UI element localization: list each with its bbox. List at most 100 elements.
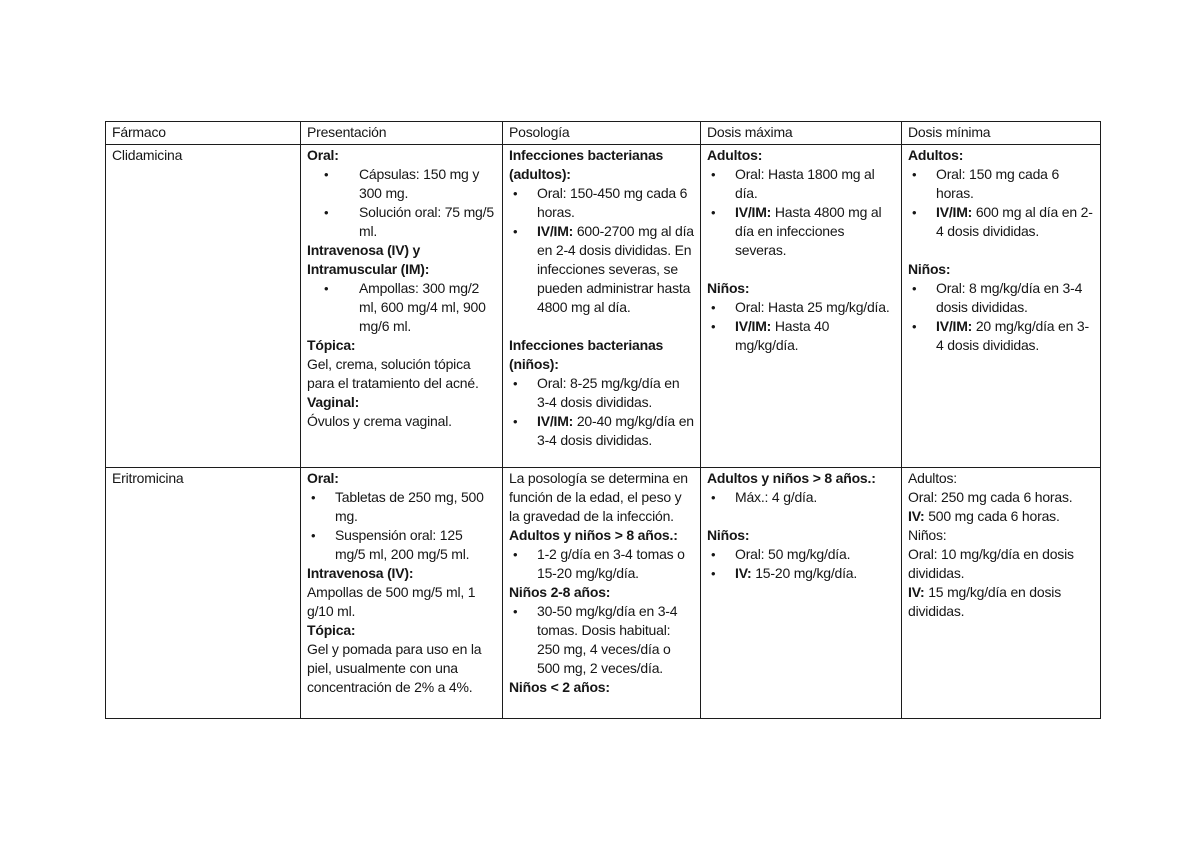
bullet-icon: • <box>711 547 716 562</box>
bullet-item: • Suspensión oral: 125 mg/5 ml, 200 mg/5 … <box>307 526 496 564</box>
text-run: Adultos: <box>908 147 964 163</box>
cell-presentacion: Oral: • Tabletas de 250 mg, 500 mg. • Suspen… <box>300 467 503 719</box>
bullet-item: • IV/IM: 600 mg al día en 2-4 dosis divid… <box>908 203 1094 241</box>
paragraph: Niños < 2 años: <box>509 678 694 697</box>
bullet-icon: • <box>513 604 518 619</box>
text-run: Tópica: <box>307 337 356 353</box>
text-run: Intravenosa (IV) y Intramuscular (IM): <box>307 242 430 277</box>
paragraph: La posología se determina en función de … <box>509 469 694 526</box>
bullet-icon: • <box>513 186 518 201</box>
bullet-text: IV/IM: 600-2700 mg al día en 2-4 dosis d… <box>537 222 694 317</box>
bullet-text: IV: 15-20 mg/kg/día. <box>735 564 895 583</box>
paragraph: IV: 500 mg cada 6 horas. <box>908 507 1094 526</box>
text-run: 30-50 mg/kg/día en 3-4 tomas. Dosis habi… <box>537 603 678 676</box>
bullet-item: • Máx.: 4 g/día. <box>707 488 895 507</box>
text-run: Hasta 40 mg/kg/día. <box>735 318 830 353</box>
bullet-icon: • <box>711 566 716 581</box>
bullet-text: Oral: 150-450 mg cada 6 horas. <box>537 184 694 222</box>
column-header-posologia: Posología <box>502 121 701 145</box>
paragraph: Oral: 250 mg cada 6 horas. <box>908 488 1094 507</box>
bullet-text: Ampollas: 300 mg/2 ml, 600 mg/4 ml, 900 … <box>359 279 496 336</box>
bullet-icon: • <box>324 281 329 296</box>
text-run: Solución oral: 75 mg/5 ml. <box>359 204 494 239</box>
column-header-presentacion: Presentación <box>300 121 503 145</box>
blank-line <box>707 260 895 279</box>
bullet-text: Oral: 50 mg/kg/día. <box>735 545 895 564</box>
bullet-item: • 1-2 g/día en 3-4 tomas o 15-20 mg/kg/dí… <box>509 545 694 583</box>
text-run: 600 mg al día en 2-4 dosis divididas. <box>936 204 1093 239</box>
bullet-item: • Oral: 150 mg cada 6 horas. <box>908 165 1094 203</box>
text-run: Tópica: <box>307 622 356 638</box>
bullet-item: • Oral: 50 mg/kg/día. <box>707 545 895 564</box>
paragraph: Infecciones bacterianas (adultos): <box>509 146 694 184</box>
text-run: IV/IM: <box>735 318 772 334</box>
bullet-text: 30-50 mg/kg/día en 3-4 tomas. Dosis habi… <box>537 602 694 678</box>
cell-dosis-maxima: Adultos: • Oral: Hasta 1800 mg al día. • IV/… <box>700 144 902 468</box>
paragraph: Niños 2-8 años: <box>509 583 694 602</box>
text-run: 500 mg cada 6 horas. <box>924 508 1060 524</box>
bullet-item: • IV/IM: 20-40 mg/kg/día en 3-4 dosis div… <box>509 412 694 450</box>
bullet-text: Oral: 8 mg/kg/día en 3-4 dosis divididas… <box>936 279 1094 317</box>
bullet-icon: • <box>311 528 316 543</box>
cell-posologia: Infecciones bacterianas (adultos): • Oral:… <box>502 144 701 468</box>
text-run: Niños: <box>908 261 951 277</box>
cell-farmaco: Clidamicina <box>105 144 301 468</box>
text-run: Oral: 150 mg cada 6 horas. <box>936 166 1060 201</box>
text-run: Adultos y niños > 8 años.: <box>509 527 678 543</box>
text-run: Ampollas de 500 mg/5 ml, 1 g/10 ml. <box>307 584 476 619</box>
bullet-icon: • <box>711 490 716 505</box>
text-run: Oral: 10 mg/kg/día en dosis divididas. <box>908 546 1074 581</box>
text-run: Gel y pomada para uso en la piel, usualm… <box>307 641 482 695</box>
bullet-item: • Tabletas de 250 mg, 500 mg. <box>307 488 496 526</box>
paragraph: Adultos y niños > 8 años.: <box>509 526 694 545</box>
text-run: IV/IM: <box>537 413 574 429</box>
text-run: Niños < 2 años: <box>509 679 610 695</box>
bullet-item: • IV/IM: 600-2700 mg al día en 2-4 dosis … <box>509 222 694 317</box>
table-header-row: Fármaco Presentación Posología Dosis máx… <box>105 121 1101 145</box>
text-run: Oral: 50 mg/kg/día. <box>735 546 851 562</box>
paragraph: Niños: <box>908 526 1094 545</box>
blank-line <box>707 507 895 526</box>
text-run: 15 mg/kg/día en dosis divididas. <box>908 584 1061 619</box>
text-run: Niños: <box>908 527 947 543</box>
bullet-icon: • <box>711 167 716 182</box>
text-run: Infecciones bacterianas (adultos): <box>509 147 664 182</box>
column-header-farmaco: Fármaco <box>105 121 301 145</box>
paragraph: Oral: <box>307 146 496 165</box>
text-run: La posología se determina en función de … <box>509 470 688 524</box>
paragraph: Tópica: <box>307 621 496 640</box>
paragraph: Niños: <box>707 279 895 298</box>
bullet-text: Solución oral: 75 mg/5 ml. <box>359 203 496 241</box>
bullet-text: Oral: 150 mg cada 6 horas. <box>936 165 1094 203</box>
text-run: Cápsulas: 150 mg y 300 mg. <box>359 166 480 201</box>
drug-name: Clidamicina <box>112 147 183 163</box>
bullet-text: Oral: Hasta 25 mg/kg/día. <box>735 298 895 317</box>
bullet-item: • 30-50 mg/kg/día en 3-4 tomas. Dosis hab… <box>509 602 694 678</box>
text-run: Adultos y niños > 8 años.: <box>707 470 876 486</box>
bullet-icon: • <box>912 205 917 220</box>
table-row-clidamicina: Clidamicina Oral: • Cápsulas: 150 mg y 300 … <box>105 144 1101 468</box>
paragraph: Oral: <box>307 469 496 488</box>
text-run: Infecciones bacterianas (niños): <box>509 337 664 372</box>
bullet-text: Tabletas de 250 mg, 500 mg. <box>335 488 496 526</box>
cell-dosis-minima: Adultos: • Oral: 150 mg cada 6 horas. • IV/I… <box>901 144 1101 468</box>
text-run: Adultos: <box>707 147 763 163</box>
paragraph: IV: 15 mg/kg/día en dosis divididas. <box>908 583 1094 621</box>
paragraph: Infecciones bacterianas (niños): <box>509 336 694 374</box>
text-run: Suspensión oral: 125 mg/5 ml, 200 mg/5 m… <box>335 527 470 562</box>
text-run: Oral: 250 mg cada 6 horas. <box>908 489 1073 505</box>
bullet-icon: • <box>324 167 329 182</box>
text-run: Niños 2-8 años: <box>509 584 611 600</box>
bullet-item: • Oral: 8 mg/kg/día en 3-4 dosis dividida… <box>908 279 1094 317</box>
paragraph: Gel y pomada para uso en la piel, usualm… <box>307 640 496 697</box>
text-run: 20-40 mg/kg/día en 3-4 dosis divididas. <box>537 413 694 448</box>
text-run: IV/IM: <box>936 318 973 334</box>
bullet-item: • IV: 15-20 mg/kg/día. <box>707 564 895 583</box>
bullet-icon: • <box>324 205 329 220</box>
text-run: Adultos: <box>908 470 957 486</box>
column-header-dosis-minima: Dosis mínima <box>901 121 1101 145</box>
bullet-text: Suspensión oral: 125 mg/5 ml, 200 mg/5 m… <box>335 526 496 564</box>
paragraph: Adultos: <box>908 146 1094 165</box>
text-run: 15-20 mg/kg/día. <box>751 565 858 581</box>
bullet-icon: • <box>711 300 716 315</box>
